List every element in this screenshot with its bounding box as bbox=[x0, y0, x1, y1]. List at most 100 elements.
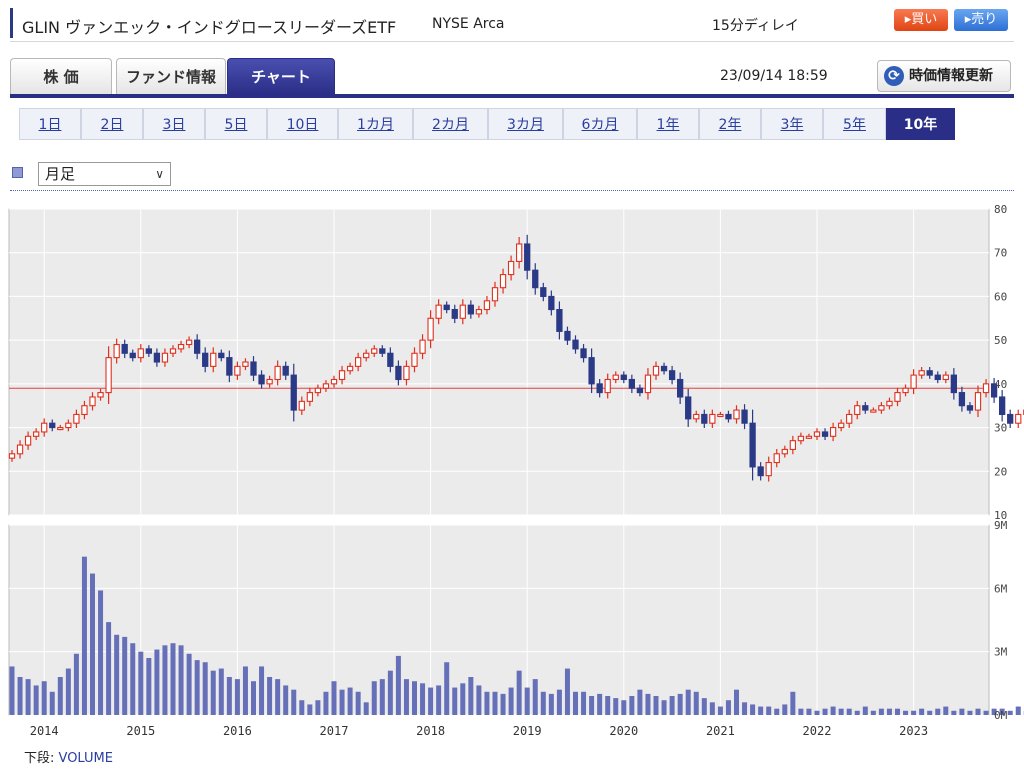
candle bbox=[532, 263, 539, 295]
candle bbox=[419, 334, 426, 360]
candle bbox=[346, 362, 354, 375]
price-tick-label: 30 bbox=[994, 422, 1007, 435]
candle bbox=[354, 352, 362, 372]
period-2m[interactable]: 2カ月 bbox=[413, 108, 488, 140]
volume-bar bbox=[57, 677, 63, 715]
candle bbox=[998, 389, 1006, 422]
candle bbox=[41, 418, 48, 437]
period-2d[interactable]: 2日 bbox=[81, 108, 143, 140]
volume-bar bbox=[315, 700, 321, 715]
period-10d[interactable]: 10日 bbox=[267, 108, 338, 140]
volume-bar bbox=[170, 643, 176, 715]
period-3d[interactable]: 3日 bbox=[143, 108, 205, 140]
tab-underline bbox=[10, 94, 1014, 98]
candle bbox=[322, 380, 330, 392]
volume-bar bbox=[999, 708, 1005, 715]
volume-bar bbox=[975, 708, 981, 715]
volume-bar bbox=[524, 687, 530, 715]
period-1m[interactable]: 1カ月 bbox=[338, 108, 413, 140]
year-tick-label: 2021 bbox=[706, 724, 735, 738]
volume-bar bbox=[532, 679, 538, 715]
candle bbox=[298, 396, 305, 415]
bar-interval-select[interactable]: 月足 ∨ bbox=[38, 162, 171, 186]
volume-bar bbox=[468, 677, 474, 715]
period-2y[interactable]: 2年 bbox=[699, 108, 761, 140]
volume-bar bbox=[323, 691, 329, 715]
year-tick-label: 2015 bbox=[126, 724, 155, 738]
volume-bar bbox=[742, 702, 748, 715]
candle bbox=[153, 348, 161, 367]
price-tick-label: 60 bbox=[994, 290, 1007, 303]
candle bbox=[451, 304, 458, 324]
candle bbox=[89, 392, 96, 411]
candle bbox=[676, 372, 684, 404]
candle bbox=[515, 236, 523, 269]
volume-bar bbox=[983, 710, 989, 715]
volume-tick-label: 9M bbox=[994, 519, 1008, 532]
period-3y[interactable]: 3年 bbox=[761, 108, 823, 140]
candle bbox=[467, 300, 474, 319]
volume-bar bbox=[886, 708, 892, 715]
candle bbox=[371, 345, 378, 357]
volume-tick-label: 3M bbox=[994, 646, 1008, 659]
volume-bar bbox=[194, 660, 200, 715]
volume-bar bbox=[814, 710, 820, 715]
candle bbox=[813, 428, 821, 441]
price-plot-area bbox=[8, 208, 990, 516]
volume-bar bbox=[484, 691, 490, 715]
main-tabs: 株 価 ファンド情報 チャート bbox=[0, 58, 1024, 98]
volume-bar bbox=[991, 708, 997, 715]
candle bbox=[185, 336, 193, 349]
volume-bar bbox=[267, 677, 273, 715]
candle bbox=[499, 268, 507, 294]
period-6m[interactable]: 6カ月 bbox=[563, 108, 637, 140]
volume-bar bbox=[9, 666, 15, 715]
sell-button[interactable]: ▸売り bbox=[954, 9, 1008, 31]
volume-bar bbox=[573, 691, 578, 715]
period-5d[interactable]: 5日 bbox=[205, 108, 267, 140]
candle bbox=[145, 345, 152, 357]
candle bbox=[129, 349, 136, 362]
candle bbox=[226, 350, 233, 383]
volume-bar bbox=[259, 666, 265, 715]
price-tick-label: 50 bbox=[994, 334, 1007, 347]
volume-bar bbox=[41, 681, 47, 715]
period-10y[interactable]: 10年 bbox=[886, 108, 955, 140]
refresh-quote-button[interactable]: ⟳ 時価情報更新 bbox=[877, 60, 1011, 92]
volume-bar bbox=[500, 693, 506, 715]
period-5y[interactable]: 5年 bbox=[823, 108, 886, 140]
tab-stock-price[interactable]: 株 価 bbox=[10, 58, 112, 95]
candle bbox=[636, 384, 644, 397]
footer-indicator: VOLUME bbox=[58, 751, 113, 766]
candle bbox=[596, 379, 603, 398]
volume-bar bbox=[830, 706, 836, 715]
volume-bar bbox=[154, 649, 160, 715]
period-1d[interactable]: 1日 bbox=[19, 108, 81, 140]
volume-bar bbox=[959, 708, 965, 715]
volume-bar bbox=[516, 670, 522, 715]
volume-bar bbox=[33, 685, 39, 715]
volume-bar bbox=[49, 691, 55, 715]
volume-bar bbox=[750, 704, 756, 715]
candle bbox=[540, 282, 547, 302]
volume-bar bbox=[395, 655, 401, 715]
period-3m[interactable]: 3カ月 bbox=[488, 108, 563, 140]
volume-bar bbox=[782, 704, 788, 715]
market-name: NYSE Arca bbox=[432, 16, 505, 32]
volume-bar bbox=[106, 622, 112, 715]
candle bbox=[234, 361, 241, 380]
volume-bar bbox=[919, 708, 925, 715]
candle bbox=[701, 409, 708, 429]
period-1y[interactable]: 1年 bbox=[637, 108, 699, 140]
tab-fund-info[interactable]: ファンド情報 bbox=[116, 58, 226, 95]
tab-chart[interactable]: チャート bbox=[227, 58, 335, 95]
candle bbox=[73, 409, 80, 429]
volume-bar bbox=[822, 708, 828, 715]
buy-button[interactable]: ▸買い bbox=[894, 9, 948, 31]
volume-bar bbox=[291, 689, 297, 715]
volume-bar bbox=[307, 704, 313, 715]
volume-bar bbox=[202, 662, 208, 715]
year-tick-label: 2023 bbox=[899, 724, 928, 738]
candle bbox=[306, 387, 313, 407]
volume-bar bbox=[98, 590, 104, 715]
